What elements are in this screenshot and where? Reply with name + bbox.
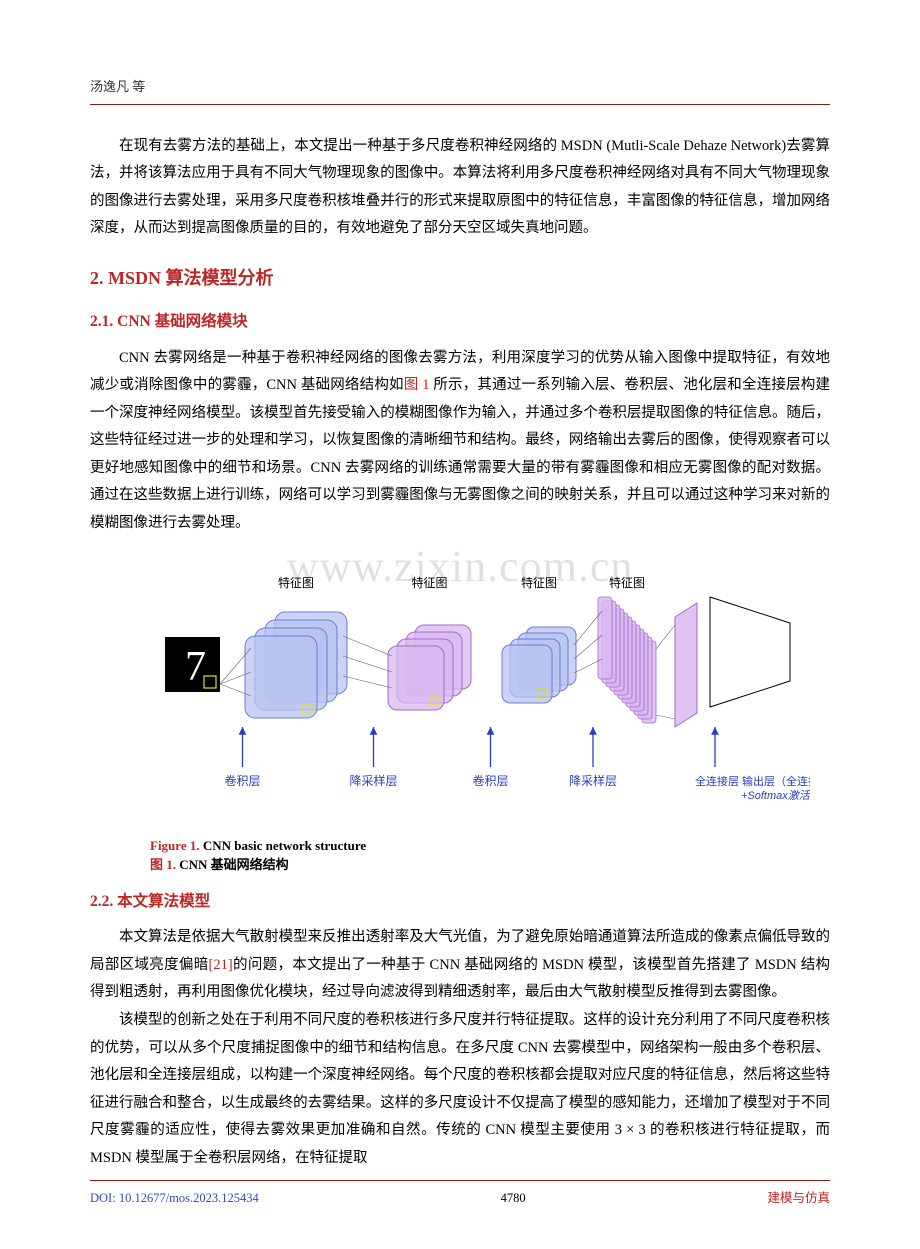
svg-text:卷积层: 卷积层 bbox=[472, 773, 508, 788]
footer: DOI: 10.12677/mos.2023.125434 4780 建模与仿真 bbox=[90, 1180, 830, 1211]
svg-text:特征图: 特征图 bbox=[609, 575, 645, 590]
figure-1: 7 特征图 特征图 特征图 特征图卷积层 降采样层 卷积层 降采样层 全连接层 输出层（全连接+… bbox=[90, 557, 830, 828]
section-2-1-title: 2.1. CNN 基础网络模块 bbox=[90, 307, 830, 336]
svg-text:特征图: 特征图 bbox=[411, 575, 447, 590]
cnn-diagram: 7 特征图 特征图 特征图 特征图卷积层 降采样层 卷积层 降采样层 全连接层 输出层（全连接+… bbox=[110, 557, 810, 817]
fig1-en-label: Figure 1. bbox=[150, 838, 200, 853]
svg-text:特征图: 特征图 bbox=[278, 575, 314, 590]
svg-text:7: 7 bbox=[185, 644, 206, 690]
svg-text:+Softmax激活）: +Softmax激活） bbox=[741, 789, 810, 802]
fig1-ref[interactable]: 图 1 bbox=[404, 377, 430, 393]
ref-21[interactable]: [21] bbox=[209, 957, 233, 973]
fig1-zh-label: 图 1. bbox=[150, 857, 176, 872]
footer-doi[interactable]: DOI: 10.12677/mos.2023.125434 bbox=[90, 1187, 259, 1211]
svg-text:降采样层: 降采样层 bbox=[349, 773, 397, 788]
section-2-2-para1: 本文算法是依据大气散射模型来反推出透射率及大气光值，为了避免原始暗通道算法所造成… bbox=[90, 924, 830, 1007]
figure-1-caption: Figure 1. CNN basic network structure 图 … bbox=[150, 836, 830, 875]
svg-text:特征图: 特征图 bbox=[521, 575, 557, 590]
section-2-1-para: CNN 去雾网络是一种基于卷积神经网络的图像去雾方法，利用深度学习的优势从输入图… bbox=[90, 345, 830, 538]
section-2-2-title: 2.2. 本文算法模型 bbox=[90, 887, 830, 916]
footer-page: 4780 bbox=[501, 1187, 526, 1211]
intro-para: 在现有去雾方法的基础上，本文提出一种基于多尺度卷积神经网络的 MSDN (Mut… bbox=[90, 133, 830, 243]
fig1-zh-text: CNN 基础网络结构 bbox=[176, 857, 289, 872]
page: 汤逸凡 等 在现有去雾方法的基础上，本文提出一种基于多尺度卷积神经网络的 MSD… bbox=[0, 0, 920, 1249]
footer-journal: 建模与仿真 bbox=[767, 1187, 830, 1211]
p21-b: 所示，其通过一系列输入层、卷积层、池化层和全连接层构建一个深度神经网络模型。该模… bbox=[90, 377, 830, 531]
fig1-en-text: CNN basic network structure bbox=[200, 838, 367, 853]
running-head: 汤逸凡 等 bbox=[90, 75, 830, 105]
svg-text:全连接层 输出层（全连接: 全连接层 输出层（全连接 bbox=[695, 774, 810, 788]
section-2-title: 2. MSDN 算法模型分析 bbox=[90, 261, 830, 295]
section-2-2-para2: 该模型的创新之处在于利用不同尺度的卷积核进行多尺度并行特征提取。这样的设计充分利… bbox=[90, 1007, 830, 1172]
svg-text:降采样层: 降采样层 bbox=[569, 773, 617, 788]
svg-text:卷积层: 卷积层 bbox=[224, 773, 260, 788]
